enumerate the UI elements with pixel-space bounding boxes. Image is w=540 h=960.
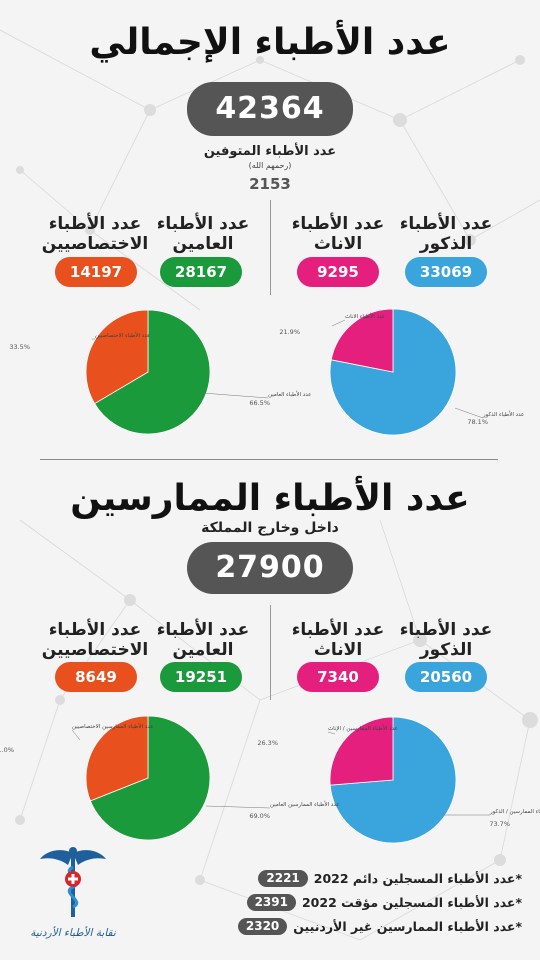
deceased-value: 2153 xyxy=(249,175,291,193)
general-value: 28167 xyxy=(160,257,242,287)
practicing-males-value: 20560 xyxy=(405,662,487,692)
pie3-slice-2 xyxy=(329,716,394,786)
specialist-value: 14197 xyxy=(55,257,137,287)
pie3-label-1: عدد الأطباء الممارسين / الذكور xyxy=(489,807,540,815)
pie1-label-2: عدد الأطباء الاناث xyxy=(345,312,385,320)
pie3-label-2: عدد الأطباء الممارسين / الإناث xyxy=(328,724,398,732)
section1-title: عدد الأطباء الإجمالي xyxy=(89,22,451,63)
section2-title: عدد الأطباء الممارسين xyxy=(70,478,470,519)
deceased-label: عدد الأطباء المتوفين xyxy=(203,144,337,159)
deceased-sub: (رحمهم الله) xyxy=(248,161,292,170)
section2-total-badge: 27900 xyxy=(187,542,353,594)
practicing-general-value: 19251 xyxy=(160,662,242,692)
pie2-label-2: عدد الأطباء الاختصاصيين xyxy=(95,331,150,339)
pie1-percent-2: 21.9% xyxy=(279,328,300,336)
pie2-percent-2: 33.5% xyxy=(9,343,30,351)
general-label: عدد الأطباء العامين xyxy=(156,214,250,254)
specialist-label: عدد الأطباء الاختصاصيين xyxy=(41,214,149,254)
pie3-leader-2 xyxy=(327,731,336,735)
pie2-slice-1 xyxy=(94,309,211,435)
practicing-males-label: عدد الأطباء الذكور xyxy=(399,620,493,660)
pie4-slice-2 xyxy=(85,715,149,802)
pie1-leader-2 xyxy=(331,319,346,327)
pie1-slice-2 xyxy=(330,308,394,373)
pie3-percent-1: 73.7% xyxy=(489,820,510,828)
practicing-females-label: عدد الأطباء الاناث xyxy=(291,620,385,660)
practicing-females-value: 7340 xyxy=(297,662,379,692)
females-value: 9295 xyxy=(297,257,379,287)
pie4-leader-1 xyxy=(205,805,271,809)
pie1-leader-1 xyxy=(454,407,484,419)
practicing-specialist-label: عدد الأطباء الاختصاصيين xyxy=(41,620,149,660)
caduceus-logo-icon xyxy=(40,847,106,917)
section1-total-badge: 42364 xyxy=(187,82,353,136)
section2-subtitle: داخل وخارج المملكة xyxy=(201,520,339,536)
pie3-percent-2: 26.3% xyxy=(257,739,278,747)
pie2-leader-1 xyxy=(201,392,269,399)
pie4-label-1: عدد الأطباء الممارسين العامين xyxy=(270,800,340,808)
divider-vertical-2 xyxy=(270,605,271,700)
pie2-label-1: عدد الأطباء العامين xyxy=(268,390,311,398)
pie2-percent-1: 66.5% xyxy=(249,399,270,407)
males-value: 33069 xyxy=(405,257,487,287)
divider-horizontal xyxy=(40,459,498,460)
females-label: عدد الأطباء الاناث xyxy=(291,214,385,254)
practicing-specialist-value: 8649 xyxy=(55,662,137,692)
practicing-general-label: عدد الأطباء العامين xyxy=(156,620,250,660)
males-label: عدد الأطباء الذكور xyxy=(399,214,493,254)
pie4-label-2: عدد الأطباء الممارسين الاختصاصيين xyxy=(72,722,154,730)
pie4-percent-1: 69.0% xyxy=(249,812,270,820)
logo-text: نقابة الأطباء الأردنية xyxy=(30,927,116,939)
pie4-percent-2: 31.0% xyxy=(0,746,14,754)
footnote-temporary: *عدد الأطباء المسجلين مؤقت 2022 2391 xyxy=(246,894,522,911)
pie2-slice-2 xyxy=(85,309,149,405)
pie1-label-1: عدد الأطباء الذكور xyxy=(482,410,524,418)
pie1-percent-1: 78.1% xyxy=(467,418,488,426)
footnote-permanent: *عدد الأطباء المسجلين دائم 2022 2221 xyxy=(258,870,522,887)
pie4-leader-2 xyxy=(71,729,81,741)
divider-vertical xyxy=(270,200,271,295)
pie4-slice-1 xyxy=(89,715,211,841)
footnote-non-jordanian: *عدد الأطباء الممارسين غير الأردنيين 2320 xyxy=(237,918,522,935)
